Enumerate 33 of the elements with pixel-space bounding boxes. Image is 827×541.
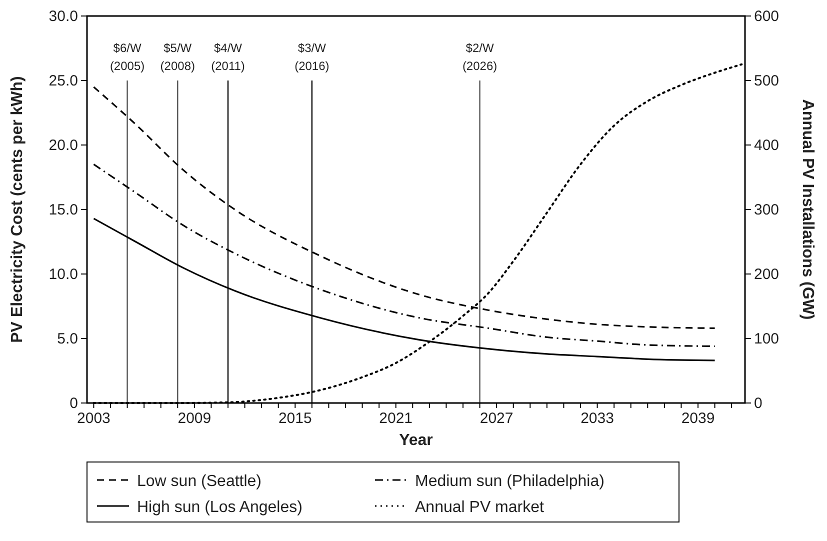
y2-tick-label: 400 [754,137,780,154]
y-tick-label: 10.0 [48,266,78,283]
y2-tick-label: 500 [754,72,780,90]
legend-label: Annual PV market [415,499,545,516]
y2-tick-label: 100 [754,330,780,348]
x-tick-label: 2027 [480,410,514,427]
x-tick-label: 2003 [77,410,110,427]
ref-line-label: $2/W (2026) [462,41,498,73]
ref-line-label: $3/W (2016) [294,41,330,73]
y-tick-label: 0 [70,395,78,412]
y-tick-label: 20.0 [48,137,78,154]
x-tick-label: 2033 [580,410,614,427]
legend-label: Medium sun (Philadelphia) [415,473,604,490]
y-tick-label: 5.0 [57,330,78,348]
y2-tick-label: 600 [754,8,780,25]
ref-line-label: $5/W (2008) [160,41,195,73]
y2-tick-label: 300 [754,202,780,218]
y-tick-label: 30.0 [48,8,78,25]
x-axis-title: Year [399,432,433,449]
y2-tick-label: 0 [754,395,762,412]
x-tick-label: 2015 [278,410,312,427]
y-axis-title: PV Electricity Cost (cents per kWh) [9,76,26,343]
x-tick-label: 2009 [178,410,212,427]
legend-label: Low sun (Seattle) [137,473,262,490]
y2-axis-title: Annual PV Installations (GW) [799,99,816,320]
y-tick-label: 15.0 [48,202,78,218]
x-tick-label: 2021 [379,410,413,427]
y2-tick-label: 200 [754,266,780,283]
ref-line-label: $4/W (2011) [211,41,245,73]
y-tick-label: 25.0 [48,72,78,90]
legend-label: High sun (Los Angeles) [137,499,302,516]
ref-line-label: $6/W (2005) [110,41,145,73]
x-tick-label: 2039 [681,410,715,427]
